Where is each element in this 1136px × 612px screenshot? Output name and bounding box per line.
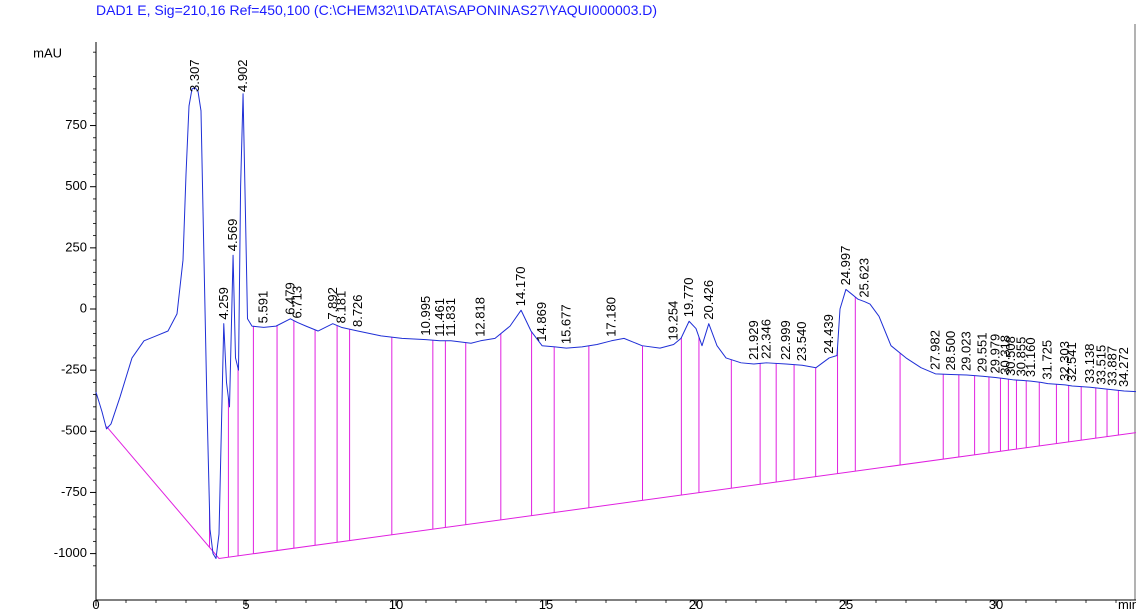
peak-label: 31.725 [1040, 340, 1055, 380]
peak-label: 11.461 [432, 298, 447, 337]
integration-baseline [106, 426, 1136, 560]
peak-label: 11.831 [443, 298, 458, 337]
peak-label: 30.508 [1003, 336, 1018, 376]
x-tick-label: 10 [389, 597, 403, 612]
peak-label: 8.181 [333, 291, 348, 324]
peak-label: 33.515 [1093, 345, 1108, 385]
axes: mAU min -1000 -750 -500 -250 0 250 500 750 0 5 10… [33, 24, 1136, 612]
signal-layer [95, 87, 1136, 559]
peak-label: 19.254 [666, 301, 681, 341]
peak-label: 14.869 [534, 302, 549, 342]
peak-label: 7.892 [325, 287, 340, 320]
x-ticks: 0 5 10 15 20 25 30 [92, 597, 1117, 612]
peak-label: 22.346 [758, 319, 773, 359]
peak-label: 22.999 [778, 320, 793, 360]
x-tick-label: 30 [989, 597, 1003, 612]
chart-title: DAD1 E, Sig=210,16 Ref=450,100 (C:\CHEM3… [96, 2, 658, 18]
baseline-layer [106, 426, 1136, 560]
peak-label: 30.318 [998, 335, 1013, 375]
peak-label: 4.569 [225, 219, 240, 252]
x-tick-label: 20 [689, 597, 703, 612]
peak-label: 24.997 [838, 246, 853, 286]
y-tick-label: -500 [61, 423, 87, 438]
y-ticks: -1000 -750 -500 -250 0 250 500 750 [54, 51, 96, 567]
peak-label: 33.887 [1105, 346, 1120, 386]
y-tick-label: -1000 [54, 545, 87, 560]
peak-label: 17.180 [603, 297, 618, 337]
peak-label: 31.160 [1023, 337, 1038, 377]
peak-label: 24.439 [821, 314, 836, 354]
peak-label: 23.540 [794, 321, 809, 361]
peak-label: 12.818 [473, 297, 488, 337]
peak-label: 25.623 [857, 258, 872, 298]
x-tick-label: 0 [92, 597, 99, 612]
peak-label: 20.426 [701, 280, 716, 320]
peak-label: 6.713 [289, 286, 304, 319]
x-tick-label: 25 [839, 597, 853, 612]
peak-label: 30.855 [1014, 337, 1029, 377]
peak-label: 29.979 [987, 334, 1002, 374]
drop-lines [208, 297, 1119, 558]
peak-label: 3.307 [187, 59, 202, 92]
peak-label: 19.770 [681, 277, 696, 317]
peak-label: 5.591 [256, 291, 271, 324]
peak-label: 4.902 [235, 59, 250, 92]
peak-label: 33.138 [1082, 344, 1097, 384]
peak-label: 4.259 [216, 287, 231, 320]
x-axis-label: min [1118, 597, 1136, 612]
y-tick-label: 0 [80, 300, 87, 315]
peak-label: 21.929 [746, 320, 761, 360]
peak-label: 32.541 [1064, 342, 1079, 382]
x-tick-label: 5 [242, 597, 249, 612]
x-tick-label: 15 [539, 597, 553, 612]
y-axis-label: mAU [33, 45, 62, 60]
peak-label: 15.677 [558, 304, 573, 344]
peak-label: 29.551 [975, 332, 990, 372]
y-tick-label: -750 [61, 484, 87, 499]
peak-label: 28.500 [943, 331, 958, 371]
y-tick-label: 250 [65, 239, 87, 254]
peak-label: 10.995 [418, 296, 433, 336]
y-tick-label: 750 [65, 117, 87, 132]
peak-label: 32.303 [1057, 341, 1072, 381]
peak-label: 34.272 [1116, 347, 1131, 387]
peak-label: 27.982 [927, 330, 942, 370]
peak-label: 29.023 [959, 331, 974, 371]
peak-label: 8.726 [350, 294, 365, 327]
signal-trace [95, 87, 1136, 559]
peak-label: 6.479 [282, 282, 297, 315]
y-tick-label: 500 [65, 178, 87, 193]
y-tick-label: -250 [61, 362, 87, 377]
peak-label: 14.170 [513, 266, 528, 306]
